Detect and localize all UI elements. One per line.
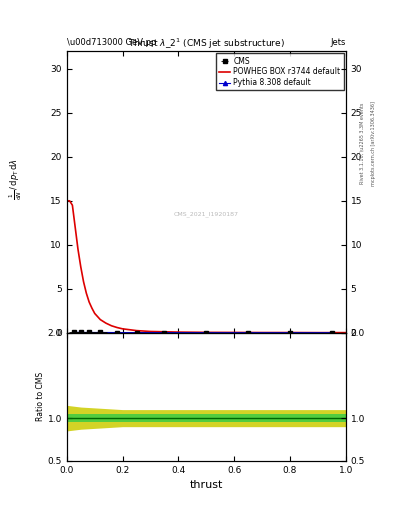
POWHEG BOX r3744 default bbox=[64, 198, 69, 204]
POWHEG BOX r3744 default bbox=[176, 329, 181, 335]
Text: mcplots.cern.ch [arXiv:1306.3436]: mcplots.cern.ch [arXiv:1306.3436] bbox=[371, 101, 376, 186]
Pythia 8.308 default bbox=[288, 330, 292, 336]
Text: CMS_2021_I1920187: CMS_2021_I1920187 bbox=[174, 211, 239, 218]
Pythia 8.308 default bbox=[115, 329, 119, 335]
Pythia 8.308 default bbox=[79, 329, 83, 335]
Y-axis label: Ratio to CMS: Ratio to CMS bbox=[36, 372, 45, 421]
Text: \u00d713000 GeV pp: \u00d713000 GeV pp bbox=[67, 38, 156, 47]
X-axis label: thrust: thrust bbox=[190, 480, 223, 490]
POWHEG BOX r3744 default bbox=[288, 329, 292, 335]
POWHEG BOX r3744 default bbox=[316, 330, 320, 336]
POWHEG BOX r3744 default bbox=[98, 316, 103, 323]
POWHEG BOX r3744 default bbox=[343, 330, 348, 336]
Pythia 8.308 default bbox=[98, 329, 103, 335]
Pythia 8.308 default bbox=[204, 330, 209, 336]
POWHEG BOX r3744 default bbox=[90, 305, 94, 311]
POWHEG BOX r3744 default bbox=[103, 320, 108, 326]
POWHEG BOX r3744 default bbox=[134, 328, 139, 334]
Pythia 8.308 default bbox=[162, 329, 167, 335]
POWHEG BOX r3744 default bbox=[120, 326, 125, 332]
Text: Rivet 3.1.10, \u2265 3.3M events: Rivet 3.1.10, \u2265 3.3M events bbox=[360, 103, 365, 184]
Pythia 8.308 default bbox=[246, 330, 251, 336]
POWHEG BOX r3744 default bbox=[148, 328, 153, 334]
POWHEG BOX r3744 default bbox=[109, 323, 114, 329]
Text: Jets: Jets bbox=[331, 38, 346, 47]
POWHEG BOX r3744 default bbox=[75, 246, 80, 252]
POWHEG BOX r3744 default bbox=[67, 198, 72, 204]
POWHEG BOX r3744 default bbox=[260, 329, 264, 335]
POWHEG BOX r3744 default bbox=[204, 329, 209, 335]
Text: $\frac{1}{\mathrm{d}N}\,/\,\mathrm{d}p_\mathrm{T}\,\mathrm{d}\lambda$: $\frac{1}{\mathrm{d}N}\,/\,\mathrm{d}p_\… bbox=[7, 158, 24, 200]
POWHEG BOX r3744 default bbox=[115, 325, 119, 331]
POWHEG BOX r3744 default bbox=[92, 310, 97, 316]
Pythia 8.308 default bbox=[134, 329, 139, 335]
Pythia 8.308 default bbox=[87, 329, 92, 335]
POWHEG BOX r3744 default bbox=[81, 279, 86, 285]
Title: Thrust $\lambda\_2^1$ (CMS jet substructure): Thrust $\lambda\_2^1$ (CMS jet substruct… bbox=[128, 37, 285, 51]
POWHEG BOX r3744 default bbox=[232, 329, 237, 335]
POWHEG BOX r3744 default bbox=[79, 264, 83, 270]
Pythia 8.308 default bbox=[72, 329, 76, 335]
POWHEG BOX r3744 default bbox=[70, 202, 75, 208]
Legend: CMS, POWHEG BOX r3744 default, Pythia 8.308 default: CMS, POWHEG BOX r3744 default, Pythia 8.… bbox=[216, 53, 343, 91]
POWHEG BOX r3744 default bbox=[87, 299, 92, 305]
Line: POWHEG BOX r3744 default: POWHEG BOX r3744 default bbox=[67, 201, 346, 333]
POWHEG BOX r3744 default bbox=[73, 224, 77, 230]
Pythia 8.308 default bbox=[329, 330, 334, 336]
POWHEG BOX r3744 default bbox=[84, 290, 89, 296]
Line: Pythia 8.308 default: Pythia 8.308 default bbox=[72, 330, 334, 335]
